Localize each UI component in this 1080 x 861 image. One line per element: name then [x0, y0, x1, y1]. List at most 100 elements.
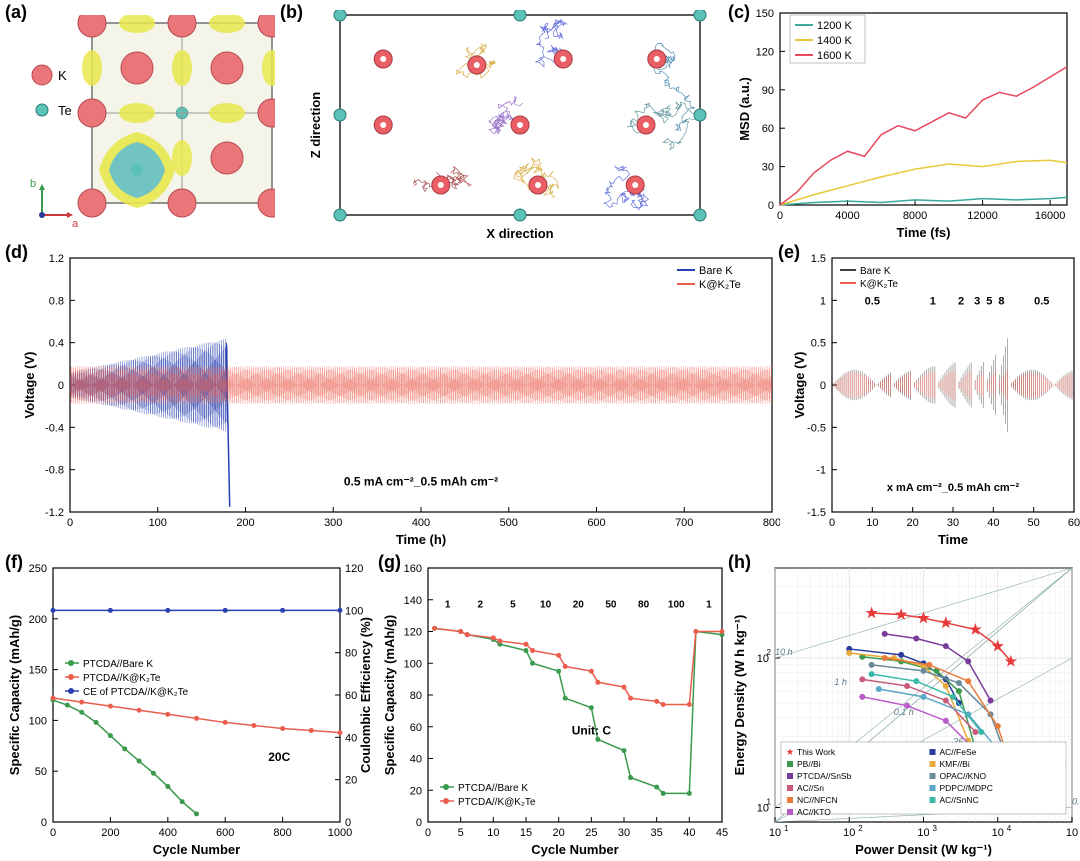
svg-text:3: 3 — [974, 296, 980, 308]
svg-text:10: 10 — [917, 827, 929, 839]
svg-text:AC//Sn: AC//Sn — [797, 783, 824, 793]
svg-text:1200 K: 1200 K — [817, 20, 853, 32]
svg-text:1 h: 1 h — [834, 677, 847, 687]
svg-text:120: 120 — [345, 563, 363, 575]
svg-text:Specific Capacity (mAh/g): Specific Capacity (mAh/g) — [7, 615, 22, 775]
svg-text:AC//FeSe: AC//FeSe — [940, 747, 977, 757]
panel-b: Z direction X direction — [300, 10, 720, 248]
svg-text:200: 200 — [101, 827, 119, 839]
svg-text:10: 10 — [769, 827, 781, 839]
svg-text:50: 50 — [605, 600, 617, 611]
svg-text:30: 30 — [947, 517, 959, 529]
svg-text:20: 20 — [573, 600, 585, 611]
svg-text:X direction: X direction — [486, 226, 553, 241]
svg-text:80: 80 — [345, 648, 357, 660]
svg-text:60: 60 — [345, 690, 357, 702]
svg-text:40: 40 — [987, 517, 999, 529]
panel-h: 10110210310410510110210 h1 h0.1 h36 s3.6… — [730, 560, 1080, 860]
svg-text:4: 4 — [1007, 824, 1012, 833]
svg-text:PTCDA//Bare K: PTCDA//Bare K — [458, 783, 528, 794]
svg-text:0: 0 — [67, 517, 73, 529]
svg-text:PB//Bi: PB//Bi — [797, 759, 821, 769]
svg-text:15: 15 — [520, 827, 532, 839]
legend-K: K — [58, 68, 67, 83]
svg-text:120: 120 — [756, 46, 774, 58]
svg-text:a: a — [72, 218, 79, 230]
svg-text:0.4: 0.4 — [49, 338, 64, 350]
svg-text:0: 0 — [50, 827, 56, 839]
svg-text:40: 40 — [410, 754, 422, 766]
svg-text:300: 300 — [324, 517, 342, 529]
svg-text:0.8: 0.8 — [49, 295, 64, 307]
svg-text:45: 45 — [716, 827, 728, 839]
svg-text:-1.2: -1.2 — [45, 507, 64, 519]
svg-text:5: 5 — [986, 296, 992, 308]
svg-text:Unit: C: Unit: C — [572, 724, 612, 738]
svg-text:16000: 16000 — [1035, 210, 1066, 222]
svg-text:1: 1 — [706, 600, 712, 611]
svg-text:0.5 mA cm⁻²_0.5 mAh cm⁻²: 0.5 mA cm⁻²_0.5 mAh cm⁻² — [344, 475, 498, 489]
svg-text:50: 50 — [1028, 517, 1040, 529]
svg-text:0: 0 — [58, 380, 64, 392]
svg-text:1: 1 — [445, 600, 451, 611]
svg-text:10: 10 — [540, 600, 552, 611]
svg-text:-1.5: -1.5 — [807, 507, 826, 519]
svg-text:0.5: 0.5 — [1034, 296, 1049, 308]
svg-text:AC//KTO: AC//KTO — [797, 807, 831, 817]
svg-text:400: 400 — [159, 827, 177, 839]
svg-text:-0.5: -0.5 — [807, 422, 826, 434]
svg-text:20: 20 — [345, 775, 357, 787]
svg-text:20C: 20C — [268, 750, 290, 764]
svg-text:5: 5 — [458, 827, 464, 839]
svg-text:0: 0 — [425, 827, 431, 839]
svg-text:x mA cm⁻²_0.5 mAh cm⁻²: x mA cm⁻²_0.5 mAh cm⁻² — [887, 482, 1020, 494]
svg-text:30: 30 — [762, 162, 774, 174]
svg-text:-1: -1 — [816, 465, 826, 477]
svg-text:2: 2 — [477, 600, 483, 611]
svg-text:60: 60 — [1068, 517, 1080, 529]
svg-text:700: 700 — [675, 517, 693, 529]
svg-text:Power Densit (W kg⁻¹): Power Densit (W kg⁻¹) — [855, 842, 992, 857]
svg-text:100: 100 — [668, 600, 685, 611]
svg-text:0: 0 — [41, 817, 47, 829]
svg-text:OPAC//KNO: OPAC//KNO — [940, 771, 987, 781]
svg-text:800: 800 — [763, 517, 780, 529]
svg-text:100: 100 — [149, 517, 167, 529]
svg-text:150: 150 — [756, 8, 774, 20]
svg-text:0: 0 — [768, 200, 774, 212]
svg-text:90: 90 — [762, 85, 774, 97]
svg-text:1400 K: 1400 K — [817, 35, 853, 47]
svg-text:50: 50 — [35, 766, 47, 778]
svg-text:0.5: 0.5 — [865, 296, 880, 308]
svg-text:20: 20 — [410, 785, 422, 797]
svg-text:1600 K: 1600 K — [817, 50, 853, 62]
svg-text:100: 100 — [345, 605, 363, 617]
panel-g: 051015202530354045020406080100120140160C… — [380, 560, 730, 860]
svg-text:1.2: 1.2 — [49, 253, 64, 265]
svg-text:Voltage (V): Voltage (V) — [792, 352, 807, 419]
svg-text:40: 40 — [683, 827, 695, 839]
panel-f: 0200400600800100005010015020025002040608… — [5, 560, 380, 860]
svg-text:PTCDA//K@K₂Te: PTCDA//K@K₂Te — [83, 673, 161, 684]
svg-text:b: b — [30, 178, 36, 190]
svg-text:K@K₂Te: K@K₂Te — [860, 279, 898, 290]
panel-e: 0102030405060-1.5-1-0.500.511.5TimeVolta… — [790, 250, 1080, 550]
svg-text:1: 1 — [930, 296, 936, 308]
svg-text:150: 150 — [29, 665, 47, 677]
svg-text:250: 250 — [29, 563, 47, 575]
svg-text:AC//SnNC: AC//SnNC — [940, 795, 979, 805]
svg-text:1: 1 — [767, 798, 772, 807]
svg-text:CE of PTCDA//K@K₂Te: CE of PTCDA//K@K₂Te — [83, 687, 189, 698]
svg-text:200: 200 — [236, 517, 254, 529]
svg-text:Voltage (V): Voltage (V) — [22, 352, 37, 419]
svg-text:40: 40 — [345, 732, 357, 744]
svg-text:PTCDA//SnSb: PTCDA//SnSb — [797, 771, 852, 781]
svg-text:2: 2 — [958, 296, 964, 308]
svg-text:1: 1 — [820, 295, 826, 307]
svg-text:PTCDA//Bare K: PTCDA//Bare K — [83, 659, 153, 670]
svg-text:Energy Density (W h kg⁻¹): Energy Density (W h kg⁻¹) — [732, 615, 747, 776]
svg-text:Bare K: Bare K — [860, 266, 891, 277]
svg-text:20: 20 — [553, 827, 565, 839]
svg-text:This Work: This Work — [797, 747, 836, 757]
svg-text:10: 10 — [1066, 827, 1078, 839]
